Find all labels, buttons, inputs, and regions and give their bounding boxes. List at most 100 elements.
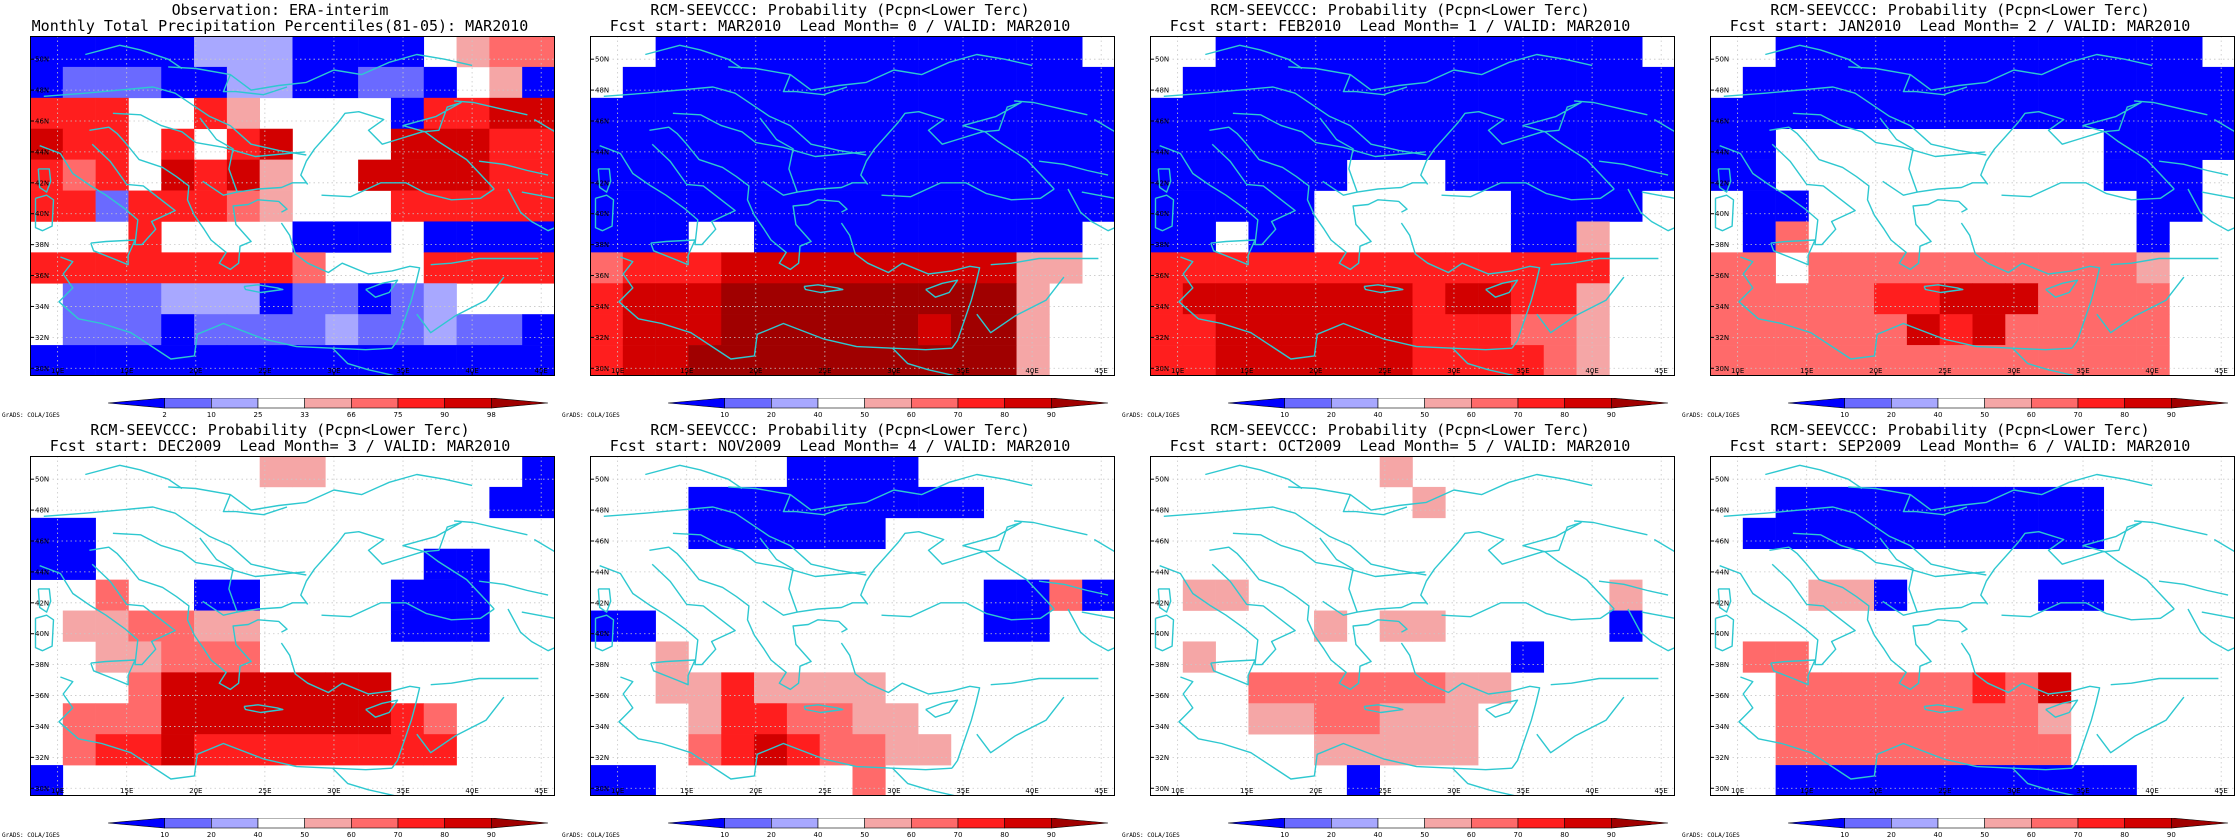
- grid-cell: [423, 221, 457, 253]
- grid-cell: [1874, 345, 1908, 376]
- grid-cell: [128, 703, 162, 735]
- colorbar-segment: [1937, 398, 1985, 409]
- lon-tick-label: 10E: [611, 367, 624, 375]
- grid-cell: [1972, 672, 2006, 704]
- grid-cell: [655, 221, 689, 253]
- grid-cell: [786, 190, 820, 222]
- lon-tick-label: 45E: [535, 367, 548, 375]
- colorbar-segment: [817, 398, 865, 409]
- grid-cell: [390, 345, 425, 376]
- colorbar-segment: [771, 398, 819, 409]
- grid-cell: [1841, 36, 1875, 68]
- grid-cell: [1576, 252, 1610, 284]
- grid-cell: [1478, 252, 1512, 284]
- grid-cell: [1841, 345, 1875, 376]
- colorbar-label: 90: [1607, 831, 1616, 839]
- grid-cell: [688, 672, 722, 704]
- colorbar-label: 70: [2074, 831, 2083, 839]
- colorbar-segment: [2077, 398, 2125, 409]
- grid-cell: [622, 97, 656, 130]
- grid-cell: [161, 36, 195, 68]
- coastline: [594, 614, 615, 652]
- grid-cell: [1412, 734, 1446, 766]
- lon-tick-label: 35E: [1516, 367, 1529, 375]
- coastline: [976, 276, 1065, 334]
- lat-tick-label: 38N: [1715, 661, 1729, 669]
- lat-tick-label: 34N: [595, 723, 609, 731]
- colorbar-segment: [1424, 398, 1472, 409]
- grid-cell: [1874, 66, 1908, 99]
- grid-cell: [1248, 97, 1282, 130]
- grid-cell: [1808, 517, 1842, 550]
- grid-cell: [721, 734, 755, 766]
- coastline: [1342, 494, 1408, 516]
- grid-cell: [918, 128, 952, 160]
- grid-cell: [1082, 128, 1115, 160]
- lat-tick-label: 34N: [1715, 723, 1729, 731]
- lon-tick-label: 15E: [1240, 367, 1253, 375]
- colorbar-label: 40: [1934, 831, 1943, 839]
- lon-tick-label: 35E: [2076, 787, 2089, 795]
- grid-cell: [950, 345, 985, 376]
- grid-cell: [95, 641, 129, 673]
- colorbar-label: 90: [2167, 831, 2176, 839]
- grid-cell: [1874, 579, 1908, 611]
- grid-cell: [918, 36, 952, 68]
- grid-cell: [456, 36, 490, 68]
- coastline: [881, 602, 1055, 621]
- colorbar-segment: [2031, 398, 2079, 409]
- grid-cell: [325, 703, 359, 735]
- grid-cell: [1775, 345, 1809, 376]
- colorbar-label: 50: [1980, 411, 1989, 419]
- coastline: [728, 53, 1033, 91]
- grid-cell: [292, 283, 326, 315]
- grid-cell: [95, 610, 129, 642]
- colorbar-segment: [304, 398, 352, 409]
- colorbar-svg: 2 10 25 33 66 75 90 98: [108, 398, 549, 419]
- grid-cell: [721, 283, 755, 315]
- grid-cell: [2103, 159, 2137, 191]
- lat-tick-label: 40N: [35, 630, 49, 638]
- lon-tick-label: 15E: [680, 787, 693, 795]
- grid-cell: [2070, 66, 2105, 99]
- panel-subtitle: Fcst start: FEB2010 Lead Month= 1 / VALI…: [1169, 17, 1631, 35]
- grid-cell: [1510, 159, 1545, 191]
- grid-cell: [852, 765, 886, 796]
- grid-cell: [1808, 66, 1842, 99]
- lon-tick-label: 20E: [1869, 367, 1882, 375]
- coastlines: [594, 464, 1115, 796]
- grid-cell: [622, 128, 656, 160]
- lat-tick-label: 38N: [595, 661, 609, 669]
- grid-cell: [161, 734, 195, 766]
- lon-tick-label: 35E: [956, 367, 969, 375]
- grid-cell: [786, 703, 820, 735]
- grid-cell: [1182, 128, 1216, 160]
- colorbar-label: 70: [2074, 411, 2083, 419]
- grid-cell: [918, 314, 952, 346]
- coastline: [243, 704, 284, 714]
- coastline: [1902, 494, 1968, 516]
- grid-cell: [1281, 190, 1315, 222]
- grads-credit: GrADS: COLA/IGES: [2, 412, 60, 419]
- grid-cell: [292, 36, 326, 68]
- grads-credit: GrADS: COLA/IGES: [1682, 832, 1740, 839]
- grid-cell: [1346, 36, 1380, 68]
- coastline: [1485, 699, 1519, 718]
- panel-subtitle: Monthly Total Precipitation Percentiles(…: [31, 17, 529, 35]
- grid-cell: [1906, 97, 1940, 130]
- lat-tick-label: 32N: [35, 754, 49, 762]
- lon-tick-label: 20E: [749, 367, 762, 375]
- grid-cell: [194, 190, 228, 222]
- colorbar-label: 10: [1280, 411, 1289, 419]
- grid-cell: [721, 66, 755, 99]
- grid-cell: [754, 66, 788, 99]
- lon-tick-label: 40E: [1025, 787, 1038, 795]
- colorbar-svg: 10 20 40 50 60 70 80 90: [1228, 818, 1669, 839]
- grid-cell: [522, 97, 555, 130]
- grid-cell: [1972, 703, 2006, 735]
- coastline: [1232, 532, 1425, 578]
- grid-cell: [852, 66, 886, 99]
- grid-cell: [885, 456, 919, 488]
- grid-cell: [918, 734, 952, 766]
- grid-cell: [754, 221, 788, 253]
